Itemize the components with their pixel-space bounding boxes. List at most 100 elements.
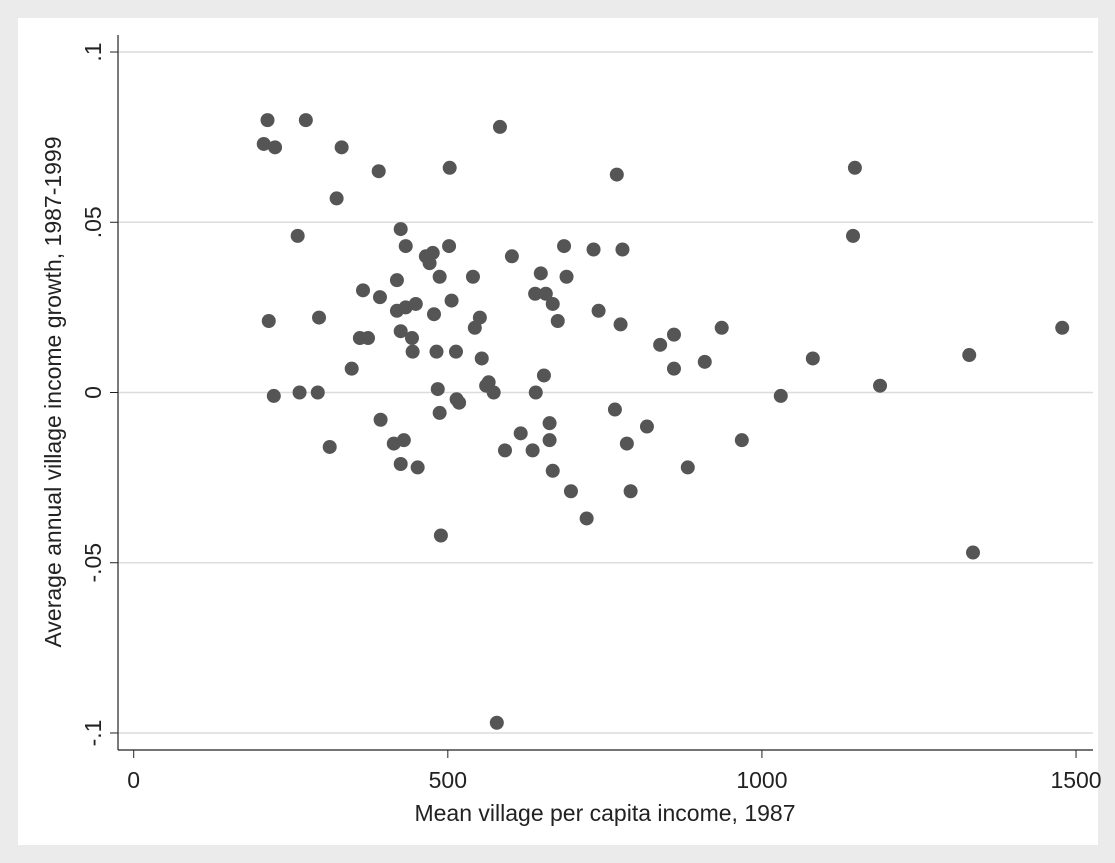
point [398,239,413,254]
x-tick-label: 1500 [1050,767,1101,793]
plot-background [18,18,1098,845]
point [393,222,408,237]
point [260,113,275,128]
x-tick-label: 1000 [736,767,787,793]
point [528,385,543,400]
point [536,368,551,383]
point [846,228,861,243]
point [714,320,729,335]
point [474,351,489,366]
point [545,296,560,311]
point [525,443,540,458]
point [344,361,359,376]
point [373,412,388,427]
point [448,344,463,359]
point [393,324,408,339]
point [410,460,425,475]
point [322,439,337,454]
point [557,239,572,254]
point [452,395,467,410]
point [533,266,548,281]
y-tick-label: 0 [80,386,106,399]
point [298,113,313,128]
point [442,239,457,254]
point [389,273,404,288]
point [292,385,307,400]
point [261,314,276,328]
y-axis-title: Average annual village income growth, 19… [40,136,66,647]
point [465,269,480,284]
point [489,715,504,730]
point [405,344,420,359]
point [356,283,371,298]
point [444,293,459,308]
point [433,528,448,543]
y-tick-label: .1 [80,42,106,61]
point [639,419,654,434]
point [734,433,749,448]
point [545,463,560,478]
point [542,416,557,431]
point [513,426,528,441]
point [361,331,376,346]
point [873,378,888,393]
point [666,361,681,376]
point [371,164,386,179]
y-tick-label: -.1 [80,720,106,747]
point [1055,320,1070,335]
point [425,245,440,260]
point [504,249,519,264]
point [619,436,634,451]
point [542,433,557,448]
point [266,388,281,403]
point [697,354,712,369]
point [472,310,487,325]
point [486,385,501,400]
point [609,167,624,182]
point [430,382,445,397]
y-tick-label: -.05 [80,543,106,583]
point [312,310,327,325]
point [432,405,447,420]
y-tick-label: .05 [80,206,106,238]
point [426,307,441,322]
point [680,460,695,475]
point [653,337,668,352]
point [334,140,349,155]
x-axis-title: Mean village per capita income, 1987 [414,800,795,826]
point [290,228,305,243]
point [563,484,578,499]
point [268,140,283,155]
point [615,242,630,257]
point [559,269,574,284]
point [396,433,411,448]
x-tick-label: 0 [127,767,140,793]
point [962,348,977,363]
point [432,269,447,284]
point [329,191,344,206]
point [805,351,820,366]
point [429,344,444,359]
point [623,484,638,499]
point [847,160,862,175]
point [393,457,408,471]
point [607,402,622,417]
point [966,545,981,560]
x-tick-label: 500 [429,767,467,793]
point [442,160,457,175]
point [613,317,628,332]
point [492,119,507,134]
point [497,443,512,458]
point [372,290,387,305]
point [550,314,565,328]
point [310,385,325,400]
point [591,303,606,318]
point [579,511,594,526]
point [256,136,271,151]
point [586,242,601,257]
point [528,286,543,301]
point [538,286,553,301]
point [773,388,788,403]
